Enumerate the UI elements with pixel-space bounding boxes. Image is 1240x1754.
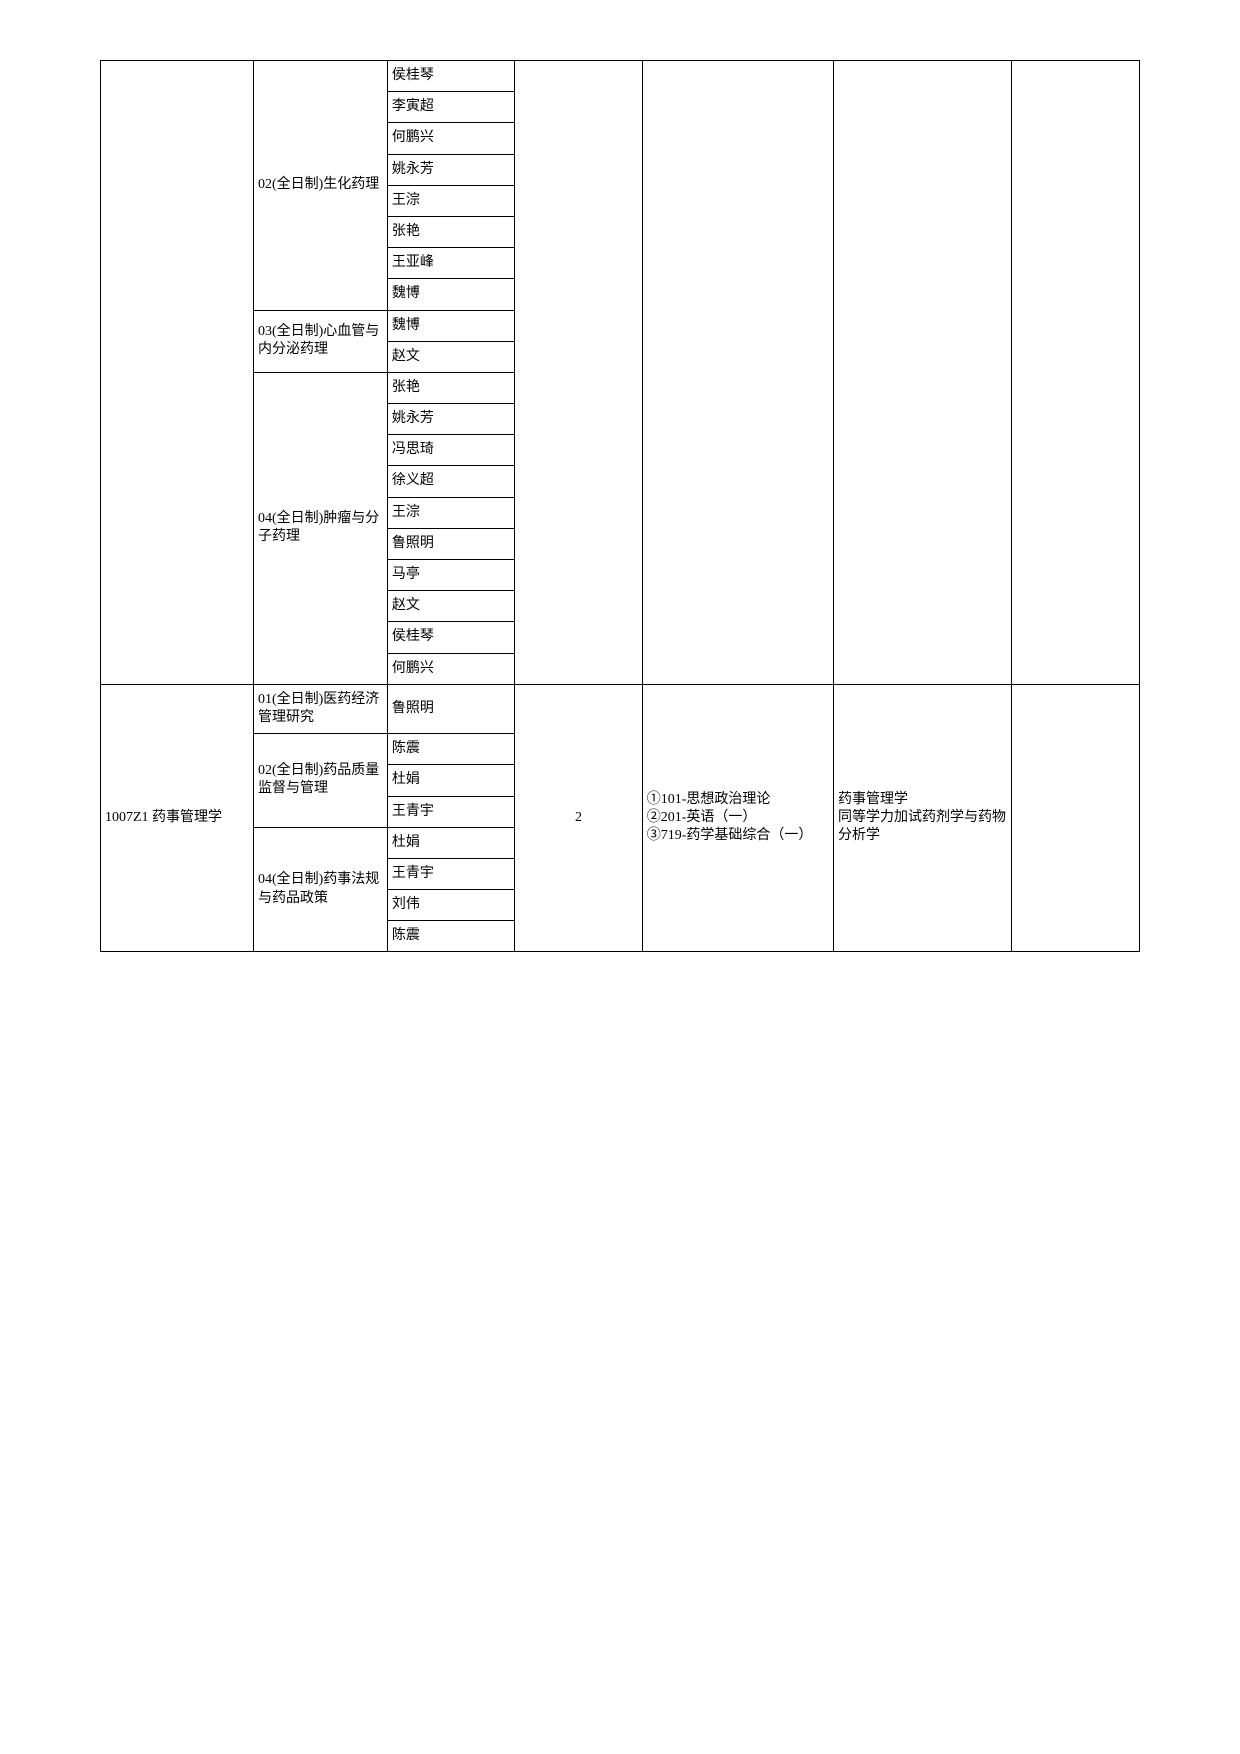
name-cell: 赵文: [387, 591, 514, 622]
name-cell: 侯桂琴: [387, 61, 514, 92]
direction-cell-02: 02(全日制)生化药理: [253, 61, 387, 311]
name-cell: 马亭: [387, 560, 514, 591]
name-cell: 魏博: [387, 310, 514, 341]
name-cell: 魏博: [387, 279, 514, 310]
major-cell-1: [101, 61, 254, 685]
major-cell-2: 1007Z1 药事管理学: [101, 684, 254, 952]
name-cell: 何鹏兴: [387, 653, 514, 684]
name-cell: 张艳: [387, 372, 514, 403]
name-cell: 姚永芳: [387, 154, 514, 185]
retest-cell-1: [833, 61, 1011, 685]
direction-cell-r2-02: 02(全日制)药品质量监督与管理: [253, 734, 387, 828]
quota-cell-2: 2: [515, 684, 642, 952]
retest-cell-2: 药事管理学 同等学力加试药剂学与药物分析学: [833, 684, 1011, 952]
remark-cell-1: [1012, 61, 1140, 685]
quota-cell-1: [515, 61, 642, 685]
name-cell: 王淙: [387, 185, 514, 216]
direction-cell-r2-01: 01(全日制)医药经济管理研究: [253, 684, 387, 733]
data-table: 02(全日制)生化药理 侯桂琴 李寅超 何鹏兴 姚永芳 王淙 张艳 王亚峰 魏博…: [100, 60, 1140, 952]
name-cell: 刘伟: [387, 890, 514, 921]
direction-cell-04: 04(全日制)肿瘤与分子药理: [253, 372, 387, 684]
name-cell: 徐义超: [387, 466, 514, 497]
direction-cell-r2-04: 04(全日制)药事法规与药品政策: [253, 827, 387, 952]
exam-cell-1: [642, 61, 833, 685]
name-cell: 侯桂琴: [387, 622, 514, 653]
name-cell: 杜娟: [387, 827, 514, 858]
name-cell: 王淙: [387, 497, 514, 528]
name-cell: 冯思琦: [387, 435, 514, 466]
name-cell: 张艳: [387, 216, 514, 247]
name-cell: 王青宇: [387, 796, 514, 827]
name-cell: 王青宇: [387, 858, 514, 889]
name-cell: 鲁照明: [387, 528, 514, 559]
name-cell: 何鹏兴: [387, 123, 514, 154]
name-cell: 赵文: [387, 341, 514, 372]
name-cell: 陈震: [387, 734, 514, 765]
name-cell: 姚永芳: [387, 404, 514, 435]
exam-cell-2: ①101-思想政治理论 ②201-英语（一） ③719-药学基础综合（一）: [642, 684, 833, 952]
name-cell: 陈震: [387, 921, 514, 952]
remark-cell-2: [1012, 684, 1140, 952]
direction-cell-03: 03(全日制)心血管与内分泌药理: [253, 310, 387, 372]
name-cell: 鲁照明: [387, 684, 514, 733]
name-cell: 王亚峰: [387, 248, 514, 279]
name-cell: 杜娟: [387, 765, 514, 796]
name-cell: 李寅超: [387, 92, 514, 123]
